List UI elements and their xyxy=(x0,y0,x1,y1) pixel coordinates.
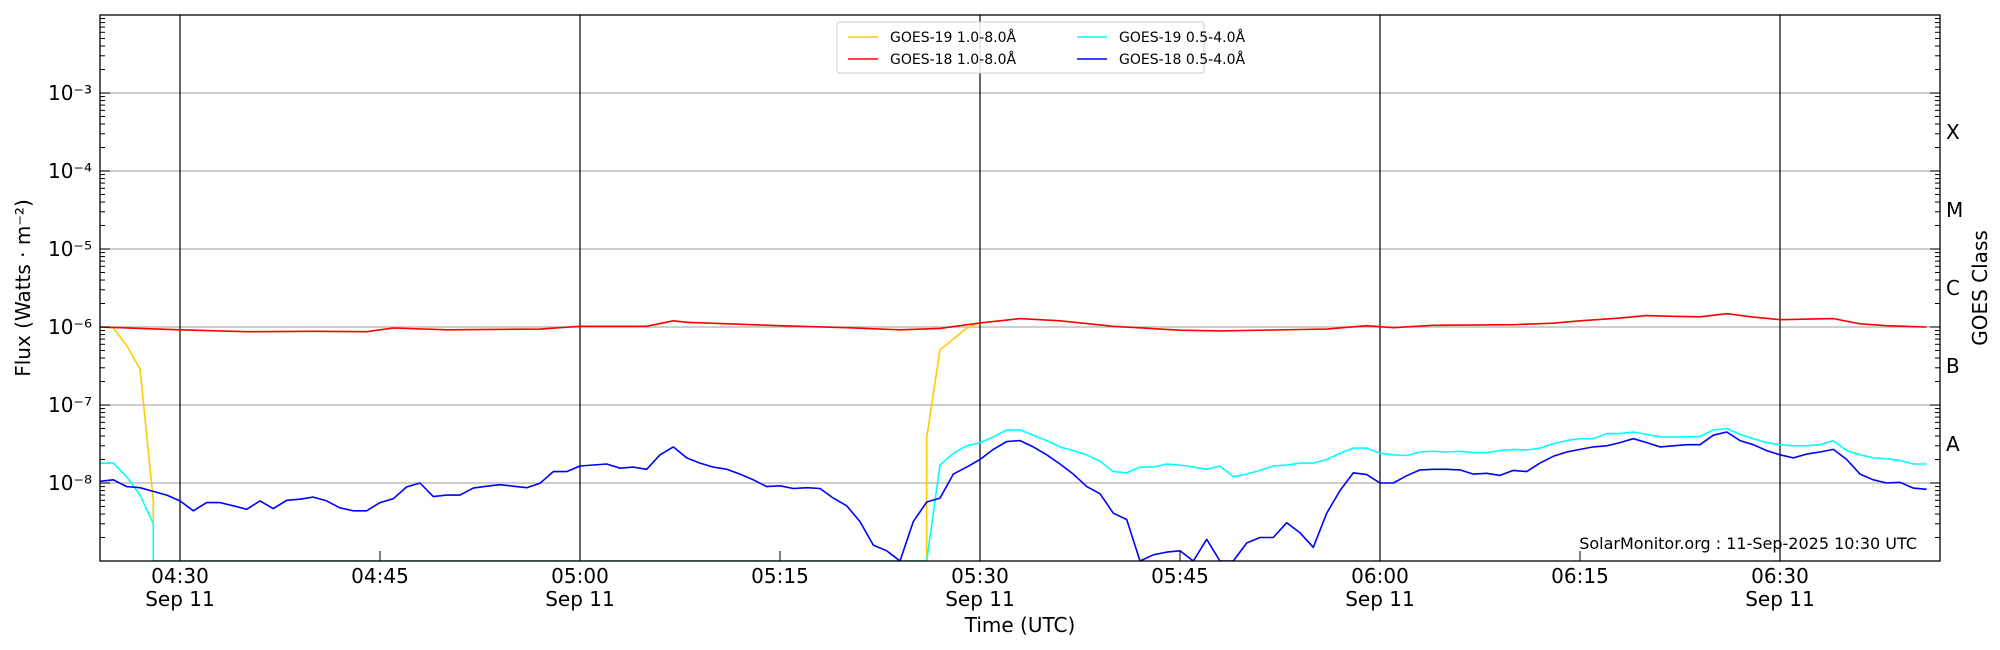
watermark: SolarMonitor.org : 11-Sep-2025 10:30 UTC xyxy=(1579,534,1917,553)
goes-class-label: X xyxy=(1946,120,1960,144)
x-tick-date: Sep 11 xyxy=(545,587,615,611)
legend-label: GOES-18 0.5-4.0Å xyxy=(1119,51,1245,68)
legend-label: GOES-18 1.0-8.0Å xyxy=(890,51,1016,68)
series-line-0 xyxy=(100,322,981,561)
legend-label: GOES-19 1.0-8.0Å xyxy=(890,29,1016,46)
y2-axis-label: GOES Class xyxy=(1968,230,1992,346)
x-tick-label: 05:45 xyxy=(1151,564,1209,588)
grid xyxy=(100,92,1940,484)
plot-frame xyxy=(99,14,1941,562)
legend-label: GOES-19 0.5-4.0Å xyxy=(1119,29,1245,46)
axis-ticks xyxy=(100,18,1940,561)
goes-class-label: M xyxy=(1946,198,1963,222)
y-tick-label: 10⁻⁶ xyxy=(48,315,92,339)
goes-class-label: B xyxy=(1946,354,1960,378)
y-tick-label: 10⁻⁴ xyxy=(48,159,92,183)
x-tick-date: Sep 11 xyxy=(945,587,1015,611)
series-lines xyxy=(100,312,1927,561)
day-lines xyxy=(179,15,1781,561)
x-axis-label: Time (UTC) xyxy=(964,613,1076,637)
y-tick-label: 10⁻³ xyxy=(48,81,92,105)
x-tick-label: 05:30 xyxy=(951,564,1009,588)
series-line-3 xyxy=(100,431,1927,561)
y-tick-label: 10⁻⁸ xyxy=(48,471,92,495)
y-tick-label: 10⁻⁷ xyxy=(48,393,92,417)
y-axis-label: Flux (Watts · m⁻²) xyxy=(11,199,35,377)
goes-class-labels: A B C M X xyxy=(1946,120,1963,456)
x-tick-label: 05:15 xyxy=(751,564,809,588)
x-tick-label: 05:00 xyxy=(551,564,609,588)
x-tick-date: Sep 11 xyxy=(1345,587,1415,611)
series-line-2 xyxy=(100,427,1927,561)
x-tick-label: 06:00 xyxy=(1351,564,1409,588)
goes-class-label: A xyxy=(1946,432,1960,456)
x-tick-label: 06:30 xyxy=(1751,564,1809,588)
y-tick-label: 10⁻⁵ xyxy=(48,237,92,261)
y-tick-labels: 10⁻⁸ 10⁻⁷ 10⁻⁶ 10⁻⁵ 10⁻⁴ 10⁻³ xyxy=(48,81,92,495)
x-tick-label: 04:30 xyxy=(151,564,209,588)
legend: GOES-19 1.0-8.0Å GOES-18 1.0-8.0Å GOES-19 … xyxy=(836,21,1245,74)
x-tick-label: 04:45 xyxy=(351,564,409,588)
series-line-1 xyxy=(100,312,1927,333)
goes-class-label: C xyxy=(1946,276,1960,300)
x-tick-date: Sep 11 xyxy=(145,587,215,611)
x-tick-date: Sep 11 xyxy=(1745,587,1815,611)
x-tick-label: 06:15 xyxy=(1551,564,1609,588)
